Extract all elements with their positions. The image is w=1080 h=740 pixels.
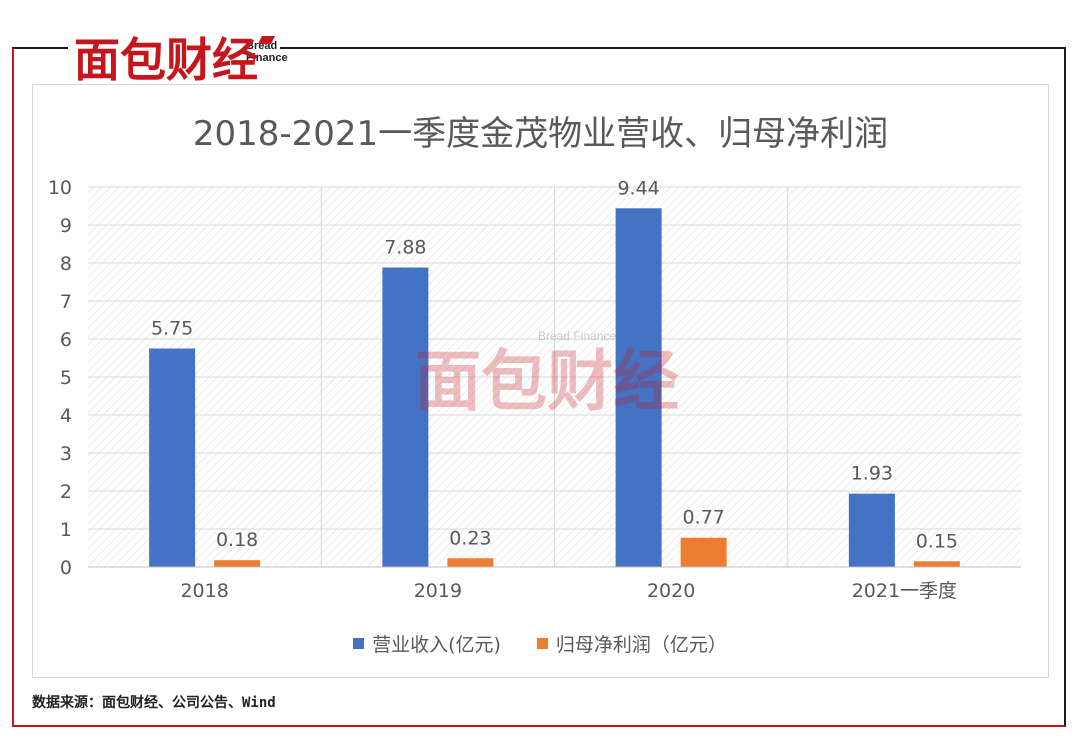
data-labels: 5.75 0.18 7.88 0.23 9.44 0.77 1.93 0.15 bbox=[151, 177, 958, 552]
legend-item-revenue: 营业收入(亿元) bbox=[353, 630, 501, 657]
watermark: Bread Finance 面包财经 bbox=[415, 329, 679, 420]
legend-label-revenue: 营业收入(亿元) bbox=[372, 634, 501, 656]
y-tick-label: 9 bbox=[60, 215, 72, 237]
data-label-revenue: 1.93 bbox=[851, 463, 893, 485]
x-tick-labels: 2018 2019 2020 2021一季度 bbox=[180, 580, 957, 602]
svg-text:Bread Finance: Bread Finance bbox=[538, 329, 616, 343]
data-label-revenue: 5.75 bbox=[151, 318, 193, 340]
bars bbox=[149, 208, 960, 567]
y-tick-label: 2 bbox=[60, 481, 72, 503]
data-label-revenue: 9.44 bbox=[617, 177, 659, 199]
data-label-net-profit: 0.15 bbox=[916, 530, 958, 552]
bar-net-profit bbox=[680, 537, 727, 567]
data-label-revenue: 7.88 bbox=[384, 237, 426, 259]
data-source-note: 数据来源：面包财经、公司公告、Wind bbox=[32, 695, 276, 711]
y-tick-label: 1 bbox=[60, 519, 72, 541]
legend-swatch-net-profit bbox=[536, 638, 548, 649]
legend-swatch-revenue bbox=[353, 638, 365, 649]
bar-revenue bbox=[382, 267, 429, 567]
logo-background bbox=[68, 30, 280, 82]
x-tick-label: 2019 bbox=[414, 580, 462, 602]
x-tick-label: 2018 bbox=[180, 580, 228, 602]
y-tick-label: 10 bbox=[48, 177, 72, 199]
brand-logo-flag bbox=[258, 36, 275, 44]
legend: 营业收入(亿元) 归母净利润（亿元） bbox=[0, 630, 1080, 657]
y-tick-label: 6 bbox=[60, 329, 72, 351]
data-label-net-profit: 0.77 bbox=[682, 507, 724, 529]
bar-net-profit bbox=[214, 560, 261, 567]
legend-label-net-profit: 归母净利润（亿元） bbox=[555, 634, 727, 656]
x-tick-label: 2021一季度 bbox=[852, 580, 957, 602]
data-label-net-profit: 0.18 bbox=[216, 529, 258, 551]
brand-logo: Bread Finance 面包财经 bbox=[72, 28, 288, 84]
bar-revenue bbox=[149, 348, 196, 567]
chart-title: 2018-2021一季度金茂物业营收、归母净利润 bbox=[192, 114, 889, 154]
outer-frame bbox=[12, 47, 1066, 727]
svg-text:面包财经: 面包财经 bbox=[415, 343, 679, 420]
y-tick-label: 7 bbox=[60, 291, 72, 313]
brand-logo-mark: 面包财经 bbox=[74, 33, 275, 84]
legend-item-net-profit: 归母净利润（亿元） bbox=[536, 630, 727, 657]
y-tick-label: 0 bbox=[60, 557, 72, 579]
bar-revenue bbox=[848, 493, 895, 567]
x-tick-label: 2020 bbox=[647, 580, 695, 602]
category-dividers bbox=[320, 187, 789, 567]
y-tick-label: 8 bbox=[60, 253, 72, 275]
y-tick-labels: 0 1 2 3 4 5 6 7 8 9 10 bbox=[48, 177, 72, 579]
y-tick-label: 5 bbox=[60, 367, 72, 389]
bar-net-profit bbox=[913, 561, 960, 567]
data-label-net-profit: 0.23 bbox=[449, 527, 491, 549]
bar-revenue bbox=[615, 208, 662, 567]
bar-net-profit bbox=[447, 558, 494, 567]
y-tick-label: 3 bbox=[60, 443, 72, 465]
y-tick-label: 4 bbox=[60, 405, 72, 427]
brand-logo-text: 面包财经 bbox=[74, 33, 258, 84]
